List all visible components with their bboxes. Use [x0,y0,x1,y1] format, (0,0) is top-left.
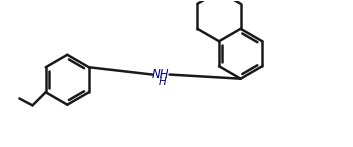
Text: H: H [158,77,166,87]
Text: NH: NH [152,68,170,81]
